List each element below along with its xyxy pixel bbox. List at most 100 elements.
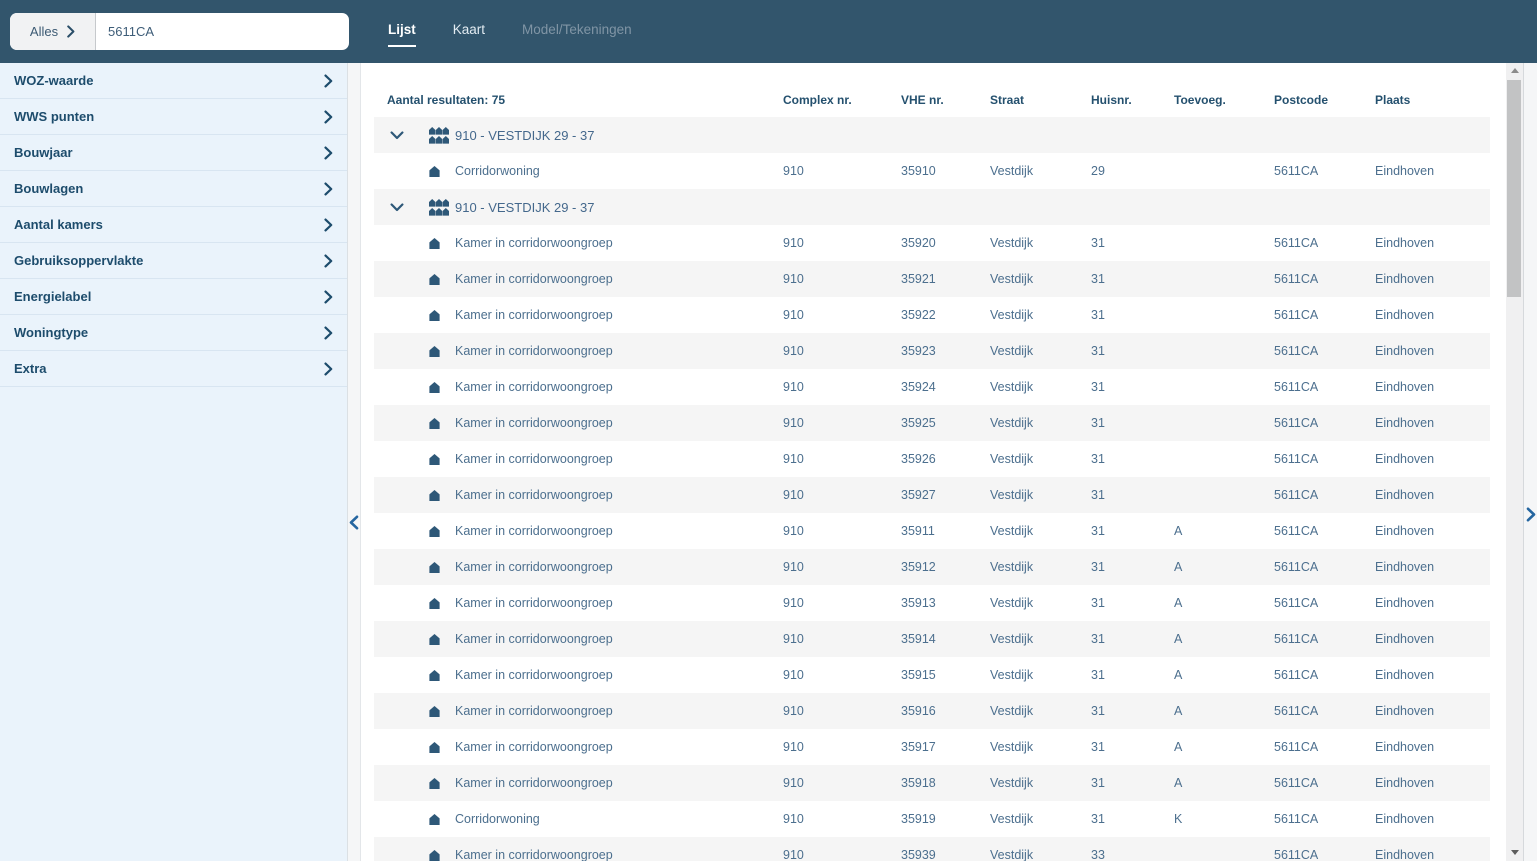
column-header-straat: Straat	[990, 93, 1025, 107]
sidebar-item-wws-punten[interactable]: WWS punten	[0, 99, 347, 135]
unit-row[interactable]: Kamer in corridorwoongroep 910 35914 Vestdi…	[374, 621, 1490, 657]
home-icon	[429, 417, 440, 429]
home-icon	[429, 813, 440, 825]
cell-plaats: Eindhoven	[1375, 848, 1435, 861]
cell-toevoeg: A	[1174, 776, 1183, 790]
unit-row[interactable]: Kamer in corridorwoongroep 910 35917 Vestdi…	[374, 729, 1490, 765]
cell-vhe-nr: 35919	[901, 812, 936, 826]
scroll-up-button[interactable]	[1506, 63, 1523, 77]
cell-straat: Vestdijk	[990, 632, 1034, 646]
sidebar-item-label: Woningtype	[14, 325, 89, 340]
cell-huisnr: 33	[1091, 848, 1105, 861]
unit-row[interactable]: Kamer in corridorwoongroep 910 35911 Vestdi…	[374, 513, 1490, 549]
cell-plaats: Eindhoven	[1375, 380, 1435, 394]
cell-postcode: 5611CA	[1274, 632, 1319, 646]
search-scope-button[interactable]: Alles	[10, 13, 96, 50]
column-header-plaats: Plaats	[1375, 93, 1411, 107]
home-icon	[429, 237, 440, 249]
home-icon	[429, 669, 440, 681]
unit-row[interactable]: Kamer in corridorwoongroep 910 35922 Vestdi…	[374, 297, 1490, 333]
unit-row[interactable]: Kamer in corridorwoongroep 910 35913 Vestdi…	[374, 585, 1490, 621]
unit-row[interactable]: Kamer in corridorwoongroep 910 35926 Vestdi…	[374, 441, 1490, 477]
sidebar-item-woningtype[interactable]: Woningtype	[0, 315, 347, 351]
cell-vhe-nr: 35925	[901, 416, 936, 430]
chevron-right-icon	[324, 326, 333, 339]
unit-row[interactable]: Kamer in corridorwoongroep 910 35915 Vestdi…	[374, 657, 1490, 693]
sidebar-item-label: Bouwjaar	[14, 145, 73, 160]
tab-model-tekeningen[interactable]: Model/Tekeningen	[522, 22, 632, 37]
group-row[interactable]: 910 - VESTDIJK 29 - 37	[374, 117, 1490, 153]
cell-straat: Vestdijk	[990, 704, 1034, 718]
unit-row[interactable]: Kamer in corridorwoongroep 910 35916 Vestdi…	[374, 693, 1490, 729]
sidebar-item-gebruiksoppervlakte[interactable]: Gebruiksoppervlakte	[0, 243, 347, 279]
unit-row[interactable]: Kamer in corridorwoongroep 910 35939 Vestdi…	[374, 837, 1490, 861]
sidebar-item-label: WOZ-waarde	[14, 73, 94, 88]
sidebar-item-bouwlagen[interactable]: Bouwlagen	[0, 171, 347, 207]
cell-vhe-nr: 35922	[901, 308, 936, 322]
unit-row[interactable]: Kamer in corridorwoongroep 910 35927 Vestdi…	[374, 477, 1490, 513]
home-icon	[429, 273, 440, 285]
unit-row[interactable]: Corridorwoning 910 35910 Vestdijk 29 5611CA Ei…	[374, 153, 1490, 189]
unit-name: Kamer in corridorwoongroep	[455, 308, 613, 322]
group-expander[interactable]	[374, 202, 420, 212]
cell-toevoeg: A	[1174, 740, 1183, 754]
scrollbar-thumb[interactable]	[1507, 80, 1521, 297]
chevron-right-icon	[324, 146, 333, 159]
unit-row[interactable]: Kamer in corridorwoongroep 910 35918 Vestdi…	[374, 765, 1490, 801]
chevron-right-icon	[324, 290, 333, 303]
sidebar-item-bouwjaar[interactable]: Bouwjaar	[0, 135, 347, 171]
cell-straat: Vestdijk	[990, 308, 1034, 322]
sidebar-item-woz-waarde[interactable]: WOZ-waarde	[0, 63, 347, 99]
cell-toevoeg: A	[1174, 668, 1183, 682]
unit-name: Kamer in corridorwoongroep	[455, 416, 613, 430]
home-icon	[429, 561, 440, 573]
expand-right-panel-button[interactable]	[1526, 507, 1536, 527]
sidebar-item-aantal-kamers[interactable]: Aantal kamers	[0, 207, 347, 243]
search-scope-label: Alles	[29, 24, 59, 39]
cell-straat: Vestdijk	[990, 776, 1034, 790]
scroll-down-button[interactable]	[1506, 845, 1523, 859]
group-row[interactable]: 910 - VESTDIJK 29 - 37	[374, 189, 1490, 225]
sidebar-item-energielabel[interactable]: Energielabel	[0, 279, 347, 315]
search-control: Alles	[10, 13, 349, 50]
cell-huisnr: 31	[1091, 380, 1105, 394]
chevron-right-icon	[324, 110, 333, 123]
cell-straat: Vestdijk	[990, 272, 1034, 286]
unit-row[interactable]: Kamer in corridorwoongroep 910 35924 Vestdi…	[374, 369, 1490, 405]
cell-vhe-nr: 35923	[901, 344, 936, 358]
collapse-sidebar-button[interactable]	[349, 515, 359, 535]
unit-row[interactable]: Corridorwoning 910 35919 Vestdijk 31 K 5611CA E…	[374, 801, 1490, 837]
unit-row[interactable]: Kamer in corridorwoongroep 910 35912 Vestdi…	[374, 549, 1490, 585]
unit-name: Kamer in corridorwoongroep	[455, 848, 613, 861]
home-icon	[429, 597, 440, 609]
unit-row[interactable]: Kamer in corridorwoongroep 910 35920 Vestdi…	[374, 225, 1490, 261]
group-expander[interactable]	[374, 130, 420, 140]
cell-plaats: Eindhoven	[1375, 344, 1435, 358]
search-input[interactable]	[96, 13, 349, 50]
vertical-scrollbar[interactable]	[1506, 63, 1523, 861]
unit-name: Kamer in corridorwoongroep	[455, 524, 613, 538]
cell-postcode: 5611CA	[1274, 416, 1319, 430]
unit-row[interactable]: Kamer in corridorwoongroep 910 35925 Vestdi…	[374, 405, 1490, 441]
cell-vhe-nr: 35921	[901, 272, 936, 286]
view-tabs: Lijst Kaart Model/Tekeningen	[388, 0, 632, 63]
cell-straat: Vestdijk	[990, 488, 1034, 502]
cell-complex-nr: 910	[783, 596, 804, 610]
unit-row[interactable]: Kamer in corridorwoongroep 910 35923 Vestdi…	[374, 333, 1490, 369]
unit-row[interactable]: Kamer in corridorwoongroep 910 35921 Vestdi…	[374, 261, 1490, 297]
tab-kaart[interactable]: Kaart	[452, 22, 486, 37]
cell-straat: Vestdijk	[990, 740, 1034, 754]
sidebar-item-label: WWS punten	[14, 109, 95, 124]
sidebar-item-extra[interactable]: Extra	[0, 351, 347, 387]
tab-lijst[interactable]: Lijst	[388, 16, 416, 47]
cell-huisnr: 29	[1091, 164, 1105, 178]
unit-name: Kamer in corridorwoongroep	[455, 776, 613, 790]
column-header-huisnr: Huisnr.	[1091, 93, 1132, 107]
cell-vhe-nr: 35912	[901, 560, 936, 574]
cell-straat: Vestdijk	[990, 236, 1034, 250]
chevron-right-icon	[324, 74, 333, 87]
right-panel-gutter	[1523, 63, 1537, 861]
cell-huisnr: 31	[1091, 452, 1105, 466]
cell-straat: Vestdijk	[990, 848, 1034, 861]
cell-plaats: Eindhoven	[1375, 632, 1435, 646]
